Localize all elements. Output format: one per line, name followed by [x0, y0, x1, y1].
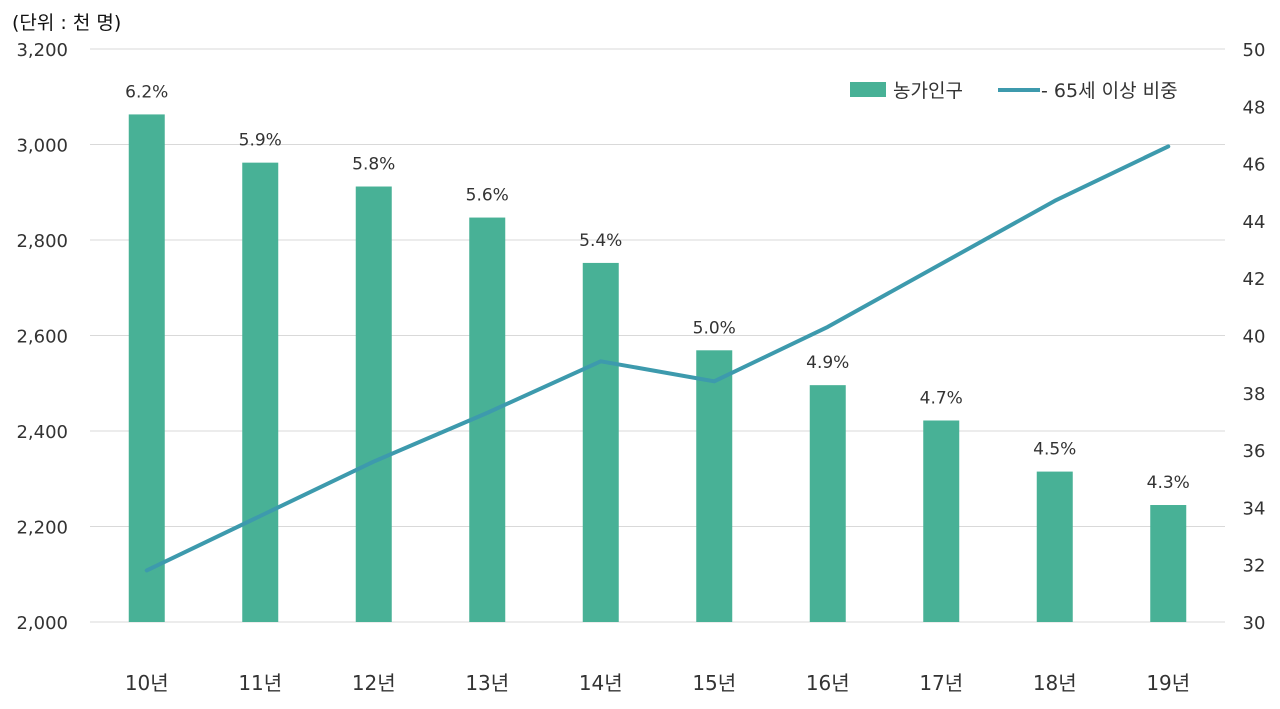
bar [696, 350, 733, 622]
y-left-tick-label: 2,600 [16, 327, 68, 348]
x-tick-label: 15년 [692, 671, 736, 695]
bar [809, 385, 846, 622]
y-right-tick-label: 46 [1243, 155, 1266, 176]
x-tick-label: 14년 [579, 671, 623, 695]
bar-data-label: 6.2% [125, 82, 168, 102]
bar-data-label: 5.9% [239, 131, 282, 151]
bar-data-label: 5.6% [466, 186, 509, 206]
bar [355, 186, 392, 622]
x-tick-label: 13년 [465, 671, 509, 695]
x-tick-label: 19년 [1146, 671, 1190, 695]
x-tick-label: 18년 [1033, 671, 1077, 695]
y-right-tick-label: 48 [1243, 97, 1266, 118]
bar-data-label: 4.7% [920, 388, 963, 408]
bar [242, 162, 279, 622]
y-left-tick-label: 2,800 [16, 231, 68, 252]
y-left-tick-label: 2,000 [16, 613, 68, 634]
bar-data-label: 4.3% [1147, 473, 1190, 493]
y-left-tick-label: 2,200 [16, 518, 68, 539]
bar-data-label: 4.5% [1033, 440, 1076, 460]
x-tick-label: 10년 [125, 671, 169, 695]
bar [128, 114, 165, 622]
bar-data-label: 5.8% [352, 155, 395, 175]
y-left-tick-label: 3,000 [16, 136, 68, 157]
x-tick-label: 16년 [806, 671, 850, 695]
bar [1150, 505, 1187, 622]
bar-data-label: 5.4% [579, 231, 622, 251]
y-right-tick-label: 42 [1243, 269, 1266, 290]
x-tick-label: 17년 [919, 671, 963, 695]
legend-label-bar: 농가인구 [893, 80, 963, 102]
y-right-tick-label: 30 [1243, 613, 1266, 634]
line-series-65-plus [144, 144, 1171, 573]
unit-label: (단위 : 천 명) [12, 12, 122, 34]
bar [1036, 471, 1073, 622]
bar-data-label: 5.0% [693, 318, 736, 338]
y-left-tick-label: 3,200 [16, 40, 68, 61]
legend-bar-swatch [850, 82, 886, 97]
y-right-tick-label: 32 [1243, 556, 1266, 577]
legend-label-line: - 65세 이상 비중 [1041, 80, 1178, 102]
y-right-tick-label: 38 [1243, 384, 1266, 405]
bar [582, 262, 619, 622]
y-right-tick-label: 40 [1243, 327, 1266, 348]
bar [923, 420, 960, 622]
y-right-tick-label: 36 [1243, 441, 1266, 462]
x-tick-label: 11년 [238, 671, 282, 695]
y-right-tick-label: 44 [1243, 212, 1266, 233]
y-left-tick-label: 2,400 [16, 422, 68, 443]
y-right-tick-label: 50 [1243, 40, 1266, 61]
bar-data-label: 4.9% [806, 353, 849, 373]
y-right-tick-label: 34 [1243, 498, 1266, 519]
x-tick-label: 12년 [352, 671, 396, 695]
